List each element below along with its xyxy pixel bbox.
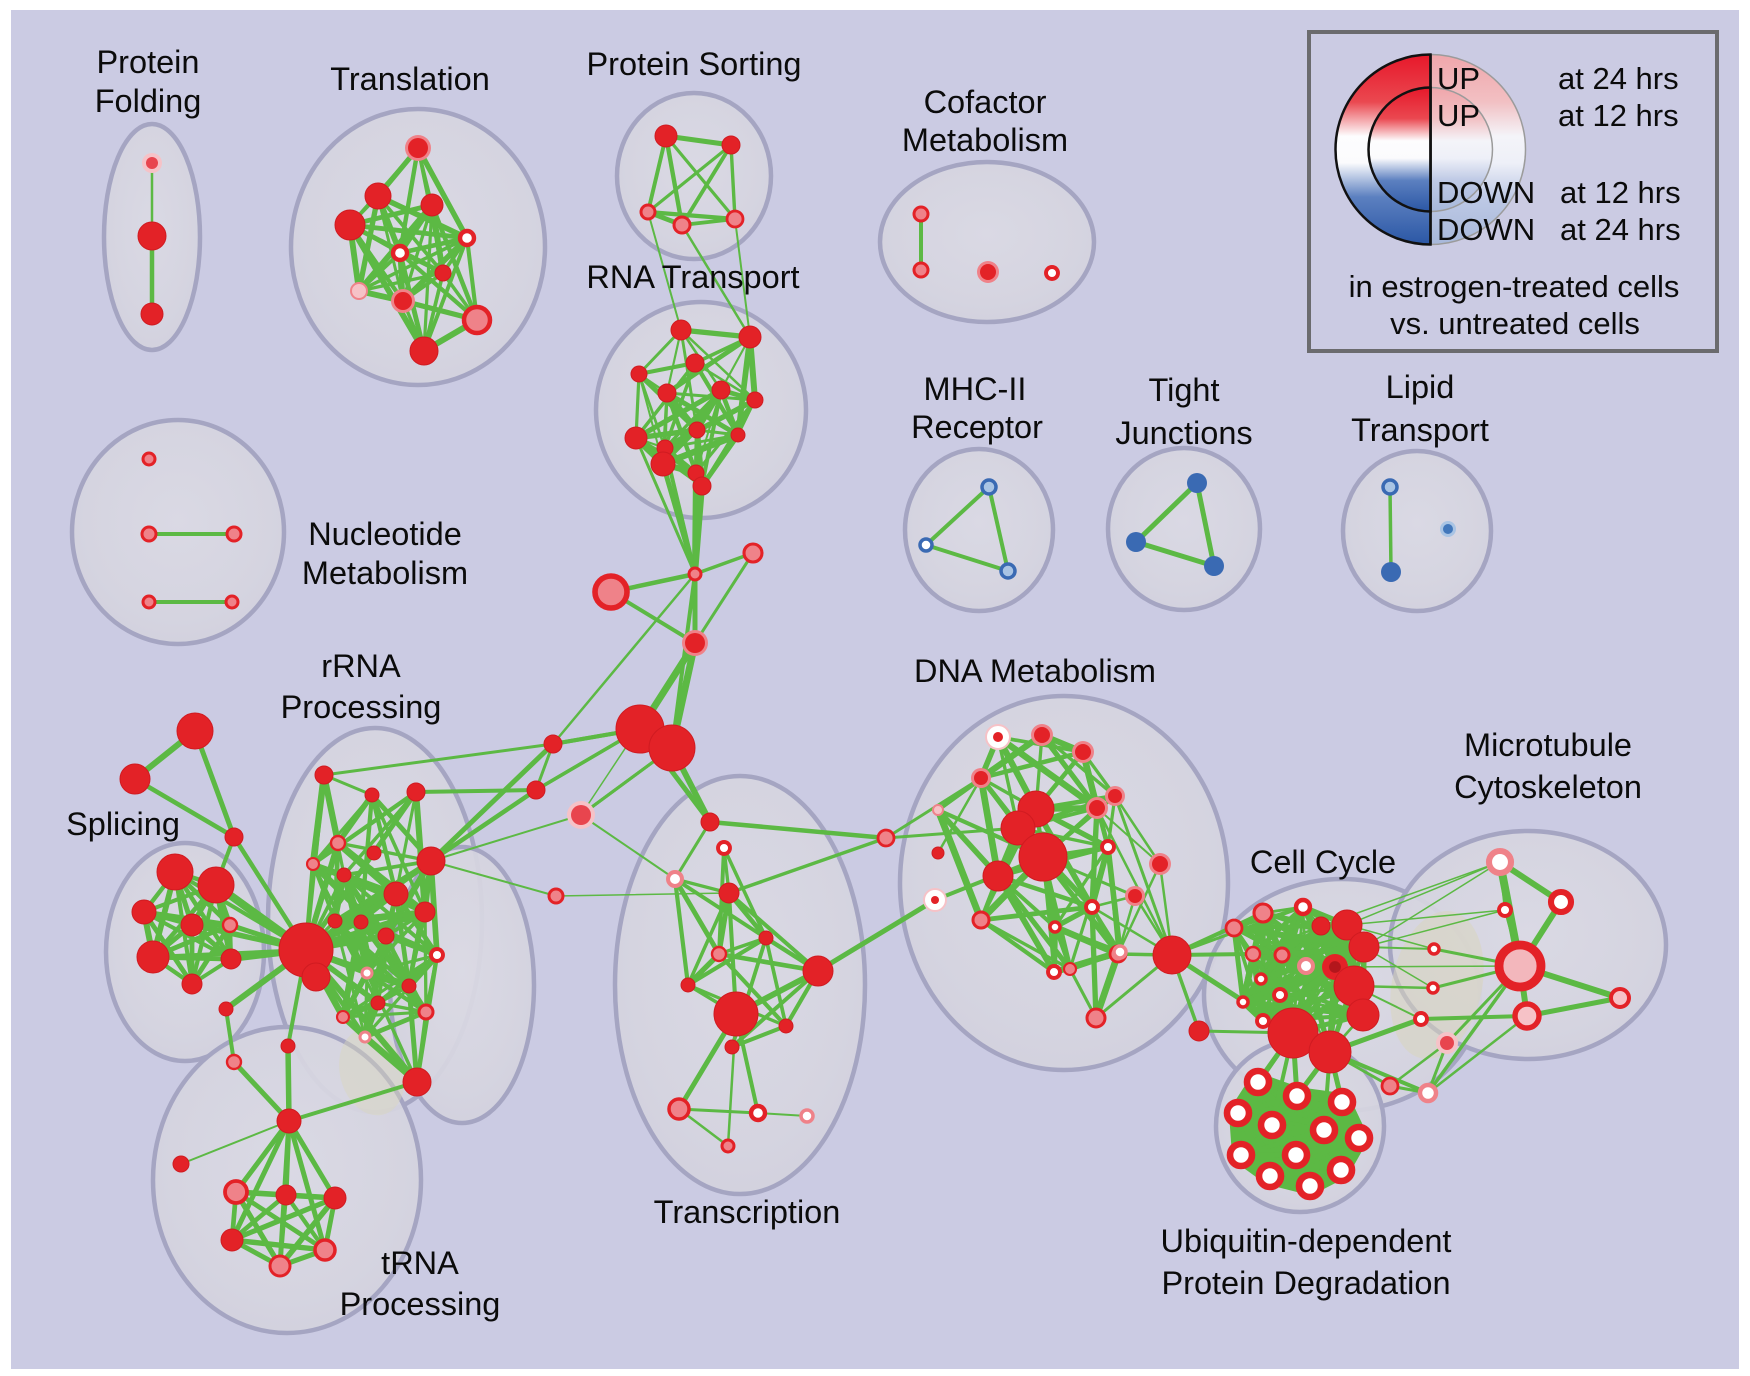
svg-text:Lipid: Lipid [1386, 369, 1455, 405]
svg-text:Folding: Folding [95, 83, 202, 119]
svg-text:Processing: Processing [281, 689, 442, 725]
svg-text:Protein Sorting: Protein Sorting [587, 46, 802, 82]
svg-text:Protein Degradation: Protein Degradation [1161, 1265, 1450, 1301]
svg-text:Nucleotide: Nucleotide [308, 516, 462, 552]
svg-text:at 24 hrs: at 24 hrs [1560, 212, 1681, 247]
svg-text:Transport: Transport [1351, 412, 1489, 448]
svg-text:Receptor: Receptor [911, 409, 1043, 445]
svg-text:Metabolism: Metabolism [302, 555, 468, 591]
svg-text:at 24 hrs: at 24 hrs [1558, 61, 1679, 96]
svg-text:UP: UP [1437, 61, 1480, 96]
svg-text:in estrogen-treated cells: in estrogen-treated cells [1349, 269, 1680, 304]
svg-text:Tight: Tight [1148, 372, 1219, 408]
svg-text:Translation: Translation [330, 61, 490, 97]
svg-text:DNA Metabolism: DNA Metabolism [914, 653, 1156, 689]
svg-text:Metabolism: Metabolism [902, 122, 1068, 158]
svg-text:Transcription: Transcription [654, 1194, 841, 1230]
svg-text:RNA Transport: RNA Transport [586, 259, 799, 295]
svg-text:Cell Cycle: Cell Cycle [1250, 844, 1396, 880]
svg-text:rRNA: rRNA [321, 648, 401, 684]
svg-text:Cytoskeleton: Cytoskeleton [1454, 769, 1642, 805]
svg-text:DOWN: DOWN [1437, 212, 1535, 247]
svg-text:Splicing: Splicing [66, 806, 180, 842]
svg-text:Protein: Protein [97, 44, 200, 80]
svg-text:at 12 hrs: at 12 hrs [1560, 175, 1681, 210]
svg-text:DOWN: DOWN [1437, 175, 1535, 210]
svg-text:Processing: Processing [340, 1286, 501, 1322]
svg-text:UP: UP [1437, 98, 1480, 133]
svg-text:vs. untreated cells: vs. untreated cells [1390, 306, 1640, 341]
svg-text:Microtubule: Microtubule [1464, 727, 1632, 763]
svg-text:Junctions: Junctions [1115, 415, 1252, 451]
svg-text:MHC-II: MHC-II [924, 371, 1027, 407]
svg-text:at 12 hrs: at 12 hrs [1558, 98, 1679, 133]
svg-text:tRNA: tRNA [381, 1245, 459, 1281]
svg-text:Ubiquitin-dependent: Ubiquitin-dependent [1161, 1223, 1452, 1259]
svg-text:Cofactor: Cofactor [924, 84, 1047, 120]
